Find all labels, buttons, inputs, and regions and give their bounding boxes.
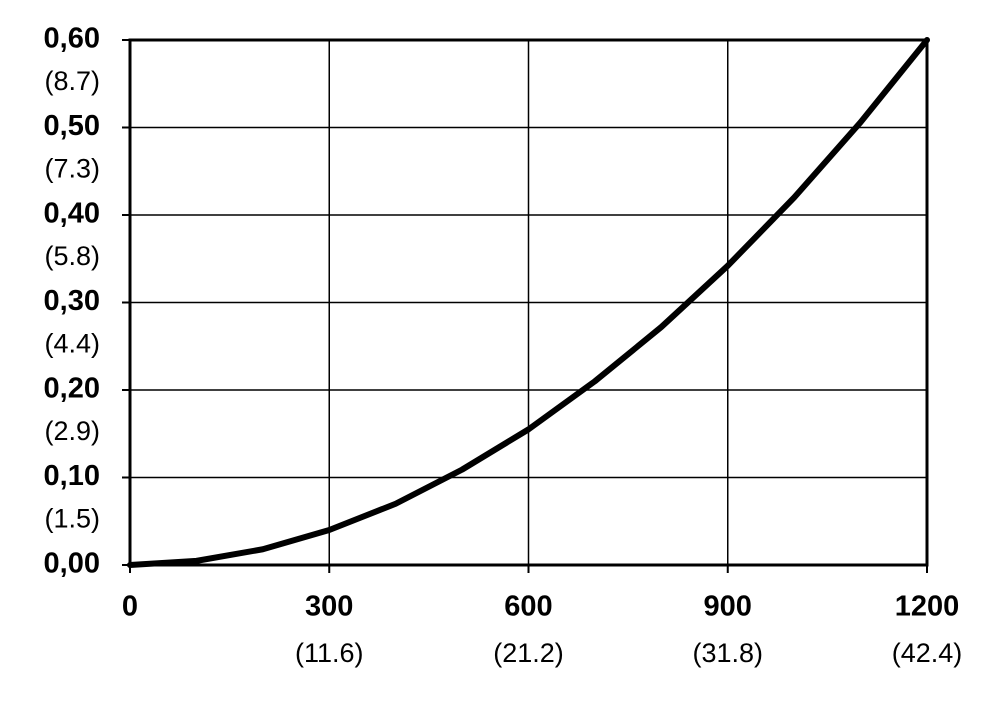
- y-tick-label: 0,60: [44, 23, 100, 55]
- x-tick-label: 900: [704, 591, 752, 623]
- y-tick-label: 0,30: [44, 285, 100, 317]
- y-tick-sublabel: (8.7): [44, 66, 100, 96]
- y-tick-sublabel: (4.4): [44, 329, 100, 359]
- y-tick-label: 0,50: [44, 110, 100, 142]
- plot-frame: [128, 38, 929, 567]
- y-tick-label: 0,10: [44, 460, 100, 492]
- x-tick-label: 0: [122, 591, 138, 623]
- y-tick-sublabel: (5.8): [44, 241, 100, 271]
- y-tick-label: 0,00: [44, 548, 100, 580]
- x-tick-sublabel: (21.2): [493, 638, 564, 668]
- y-tick-sublabel: (2.9): [44, 416, 100, 446]
- y-tick-sublabel: (1.5): [44, 504, 100, 534]
- x-tick-label: 600: [504, 591, 552, 623]
- y-tick-label: 0,20: [44, 373, 100, 405]
- y-tick-label: 0,40: [44, 198, 100, 230]
- x-tick-sublabel: (42.4): [892, 638, 963, 668]
- data-line: [127, 37, 930, 568]
- x-tick-sublabel: (11.6): [295, 638, 364, 668]
- x-tick-label: 1200: [895, 591, 960, 623]
- x-tick-label: 300: [305, 591, 353, 623]
- y-tick-sublabel: (7.3): [44, 154, 100, 184]
- x-tick-sublabel: (31.8): [692, 638, 763, 668]
